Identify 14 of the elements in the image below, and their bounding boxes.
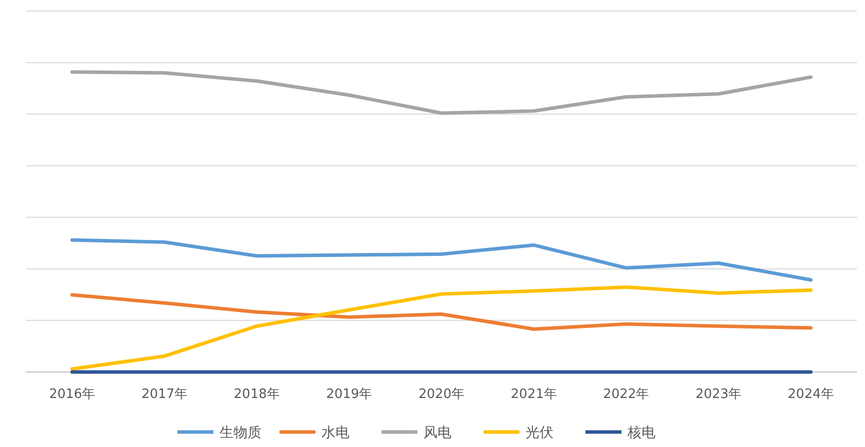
x-tick-label: 2024年 [788,387,834,402]
x-tick-label: 2016年 [49,387,96,402]
legend-label: 风电 [424,425,452,441]
legend-label: 水电 [322,425,350,441]
x-tick-label: 2017年 [141,387,188,402]
x-tick-label: 2019年 [326,387,372,402]
legend-label: 光伏 [526,425,554,441]
x-tick-label: 2022年 [603,387,650,402]
legend-label: 核电 [626,425,656,441]
x-tick-label: 2020年 [418,387,465,402]
x-tick-label: 2018年 [234,387,280,402]
x-tick-label: 2021年 [510,387,557,402]
legend-label: 生物质 [220,425,262,441]
x-tick-label: 2023年 [695,387,742,402]
